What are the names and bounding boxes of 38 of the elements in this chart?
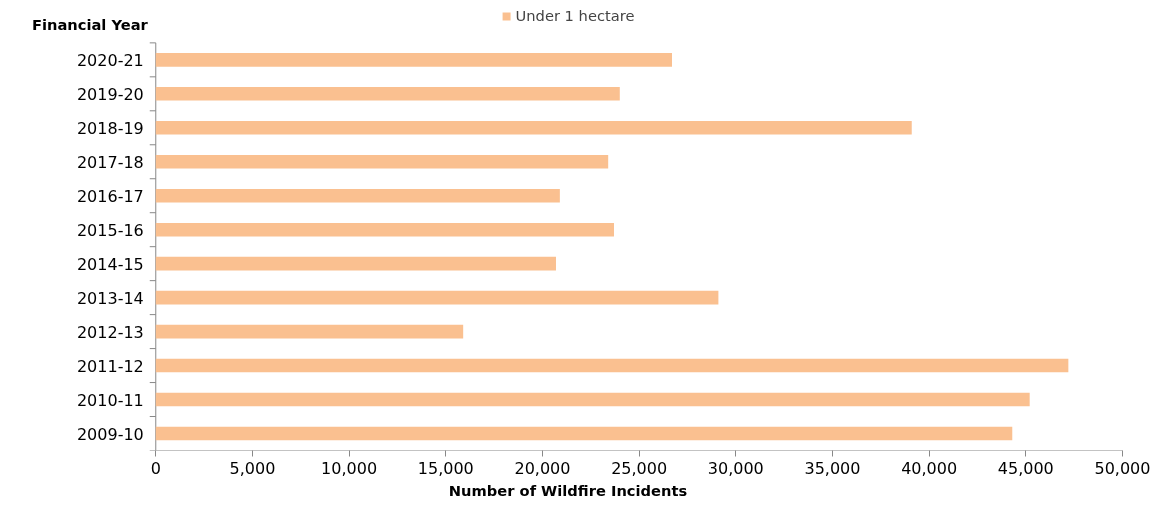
bar (155, 222, 614, 237)
bar (155, 121, 912, 135)
y-tick-label: 2009-10 (76, 424, 144, 444)
y-tick-label: 2015-16 (76, 220, 144, 240)
bar (155, 256, 556, 271)
x-tick-label: 45,000 (997, 458, 1054, 478)
y-tick-label: 2013-14 (76, 288, 144, 308)
x-tick-label: 0 (150, 458, 161, 478)
y-tick-label: 2011-12 (76, 356, 144, 376)
x-tick-label: 10,000 (321, 458, 378, 478)
bar (155, 188, 560, 203)
x-tick-label: 15,000 (417, 458, 474, 478)
bar (155, 392, 1030, 407)
bar (155, 87, 620, 101)
y-tick-label: 2017-18 (76, 152, 144, 172)
x-tick-label: 20,000 (514, 458, 571, 478)
bar (155, 324, 464, 339)
legend-label: Under 1 hectare (515, 7, 635, 24)
bar (155, 358, 1069, 373)
bar (155, 154, 609, 169)
x-tick-label: 5,000 (229, 458, 276, 478)
bar (155, 53, 672, 67)
x-tick-label: 50,000 (1094, 458, 1151, 478)
y-tick-label: 2012-13 (76, 322, 144, 342)
x-tick-label: 40,000 (901, 458, 958, 478)
x-tick-label: 25,000 (611, 458, 668, 478)
x-axis-title: Number of Wildfire Incidents (448, 481, 688, 499)
y-axis-title: Financial Year (31, 15, 149, 33)
y-tick-label: 2019-20 (76, 84, 144, 104)
y-tick-label: 2020-21 (76, 50, 144, 70)
y-tick-label: 2014-15 (76, 254, 144, 274)
y-tick-label: 2010-11 (76, 390, 144, 410)
y-tick-label: 2016-17 (76, 186, 144, 206)
x-tick-label: 30,000 (707, 458, 764, 478)
bar (155, 426, 1013, 441)
x-tick-label: 35,000 (804, 458, 861, 478)
bar (155, 290, 719, 305)
y-tick-label: 2018-19 (76, 118, 144, 138)
